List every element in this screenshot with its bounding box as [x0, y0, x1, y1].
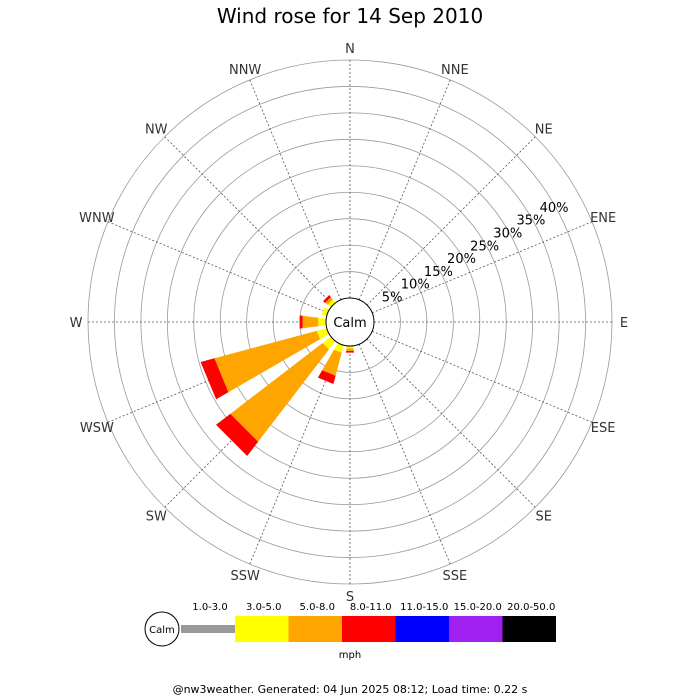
wind-bars — [200, 295, 354, 456]
direction-label-n: N — [345, 42, 355, 57]
legend-swatch-5.0-8.0 — [288, 616, 342, 642]
direction-label-s: S — [346, 590, 354, 605]
legend-label: 11.0-15.0 — [400, 602, 448, 613]
bar-ssw-5.0-8.0 — [322, 349, 342, 376]
direction-labels: N NNE NE ENE E ESE SE SSE S SSW SW WSW W WNW NW NNW — [70, 42, 629, 605]
legend-calm-label: Calm — [149, 625, 175, 636]
ring-label: 25% — [470, 239, 499, 254]
legend-calm-circle — [144, 611, 180, 647]
legend-label: 3.0-5.0 — [246, 602, 281, 613]
direction-label-sse: SSE — [442, 569, 467, 584]
bar-w-8.0-11.0 — [300, 315, 303, 329]
calm-circle: Calm — [325, 297, 375, 347]
chart-title: Wind rose for 14 Sep 2010 — [216, 4, 484, 28]
calm-circle-shape — [325, 297, 375, 347]
legend-swatch-20.0-50.0 — [502, 616, 556, 642]
legend-unit: mph — [339, 650, 361, 661]
ring-label: 35% — [516, 214, 545, 229]
bar-nw-5.0-8.0 — [325, 297, 333, 305]
bar-sw-8.0-11.0 — [216, 413, 259, 456]
direction-label-w: W — [70, 316, 83, 331]
bar-w-5.0-8.0 — [302, 315, 319, 329]
direction-label-e: E — [620, 316, 628, 331]
legend-swatch-15.0-20.0 — [449, 616, 503, 642]
ring-label: 10% — [401, 278, 430, 293]
direction-label-nnw: NNW — [229, 63, 261, 78]
legend-label: 1.0-3.0 — [192, 602, 227, 613]
bar-wsw-8.0-11.0 — [200, 358, 229, 400]
bar-w-3.0-5.0 — [318, 317, 327, 327]
speed-legend: Calm 1.0-3.0 3.0-5.0 5.0-8.0 8.0-11.0 11.0-15… — [144, 602, 556, 661]
ring-label: 40% — [540, 201, 569, 216]
ring-label: 20% — [447, 252, 476, 267]
direction-label-se: SE — [536, 510, 552, 525]
bar-ssw-3.0-5.0 — [334, 342, 344, 353]
grid-ring — [246, 218, 454, 426]
grid-ring — [299, 271, 401, 373]
grid-ring — [114, 86, 586, 558]
bar-s-8.0-11.0 — [346, 351, 354, 353]
ring-label: 5% — [382, 291, 403, 306]
legend-label: 5.0-8.0 — [300, 602, 335, 613]
bar-s-3.0-5.0 — [346, 345, 354, 349]
bar-ssw-8.0-11.0 — [317, 370, 336, 384]
footer-text: @nw3weather. Generated: 04 Jun 2025 08:1… — [172, 683, 528, 696]
ring-label: 15% — [424, 265, 453, 280]
calm-label: Calm — [333, 316, 366, 331]
legend-swatch-1.0-3.0 — [181, 625, 235, 633]
bar-sw-3.0-5.0 — [322, 336, 336, 350]
bar-s-5.0-8.0 — [346, 348, 354, 351]
legend-swatch-11.0-15.0 — [395, 616, 449, 642]
bar-sw-5.0-8.0 — [230, 343, 329, 442]
bar-nw-8.0-11.0 — [323, 295, 331, 303]
bar-nw-3.0-5.0 — [327, 299, 336, 308]
legend-swatch-3.0-5.0 — [235, 616, 289, 642]
legend-label: 15.0-20.0 — [454, 602, 502, 613]
ring-labels: 5%10%15%20%25%30%35%40% — [382, 201, 569, 306]
direction-label-wnw: WNW — [79, 211, 115, 226]
direction-label-ese: ESE — [591, 421, 616, 436]
direction-label-sw: SW — [146, 510, 167, 525]
bar-wsw-5.0-8.0 — [214, 330, 321, 393]
grid-ring — [166, 138, 534, 506]
legend-label: 8.0-11.0 — [350, 602, 392, 613]
legend-label: 20.0-50.0 — [507, 602, 555, 613]
direction-label-wsw: WSW — [80, 421, 114, 436]
direction-label-nne: NNE — [441, 63, 469, 78]
direction-label-ne: NE — [535, 122, 553, 137]
direction-label-nw: NW — [145, 122, 168, 137]
legend-swatch-8.0-11.0 — [342, 616, 396, 642]
ring-label: 30% — [493, 226, 522, 241]
direction-label-ene: ENE — [590, 211, 616, 226]
direction-label-ssw: SSW — [230, 569, 260, 584]
bar-wsw-3.0-5.0 — [316, 328, 330, 340]
